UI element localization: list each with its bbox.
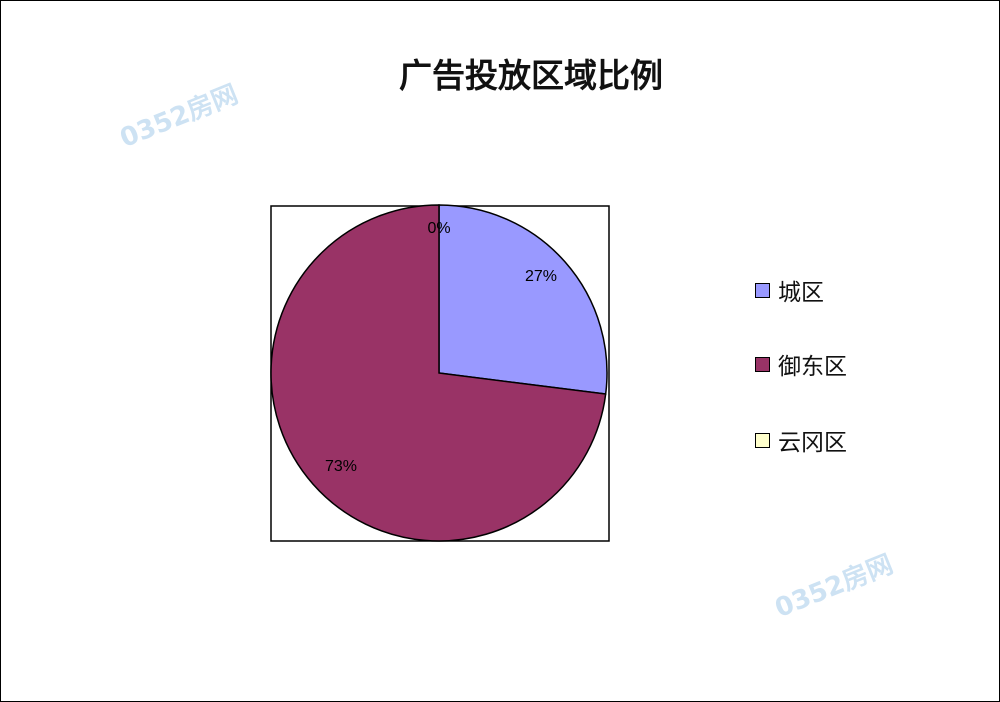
data-label: 0% (427, 220, 450, 237)
pie-slice-御东区 (270, 204, 607, 542)
legend-swatch (755, 356, 770, 372)
data-label: 27% (525, 268, 557, 285)
legend-label: 御东区 (778, 354, 847, 380)
legend-swatch (755, 282, 770, 298)
legend-swatch (755, 432, 770, 448)
legend-item: 云冈区 (755, 423, 847, 457)
legend-label: 云冈区 (778, 430, 847, 456)
legend-item: 城区 (755, 273, 824, 307)
data-label: 73% (325, 458, 357, 475)
legend-item: 御东区 (755, 347, 847, 381)
chart-title: 广告投放区域比例 (399, 56, 663, 95)
legend-label: 城区 (778, 280, 824, 306)
pie-slice-城区 (438, 204, 608, 395)
